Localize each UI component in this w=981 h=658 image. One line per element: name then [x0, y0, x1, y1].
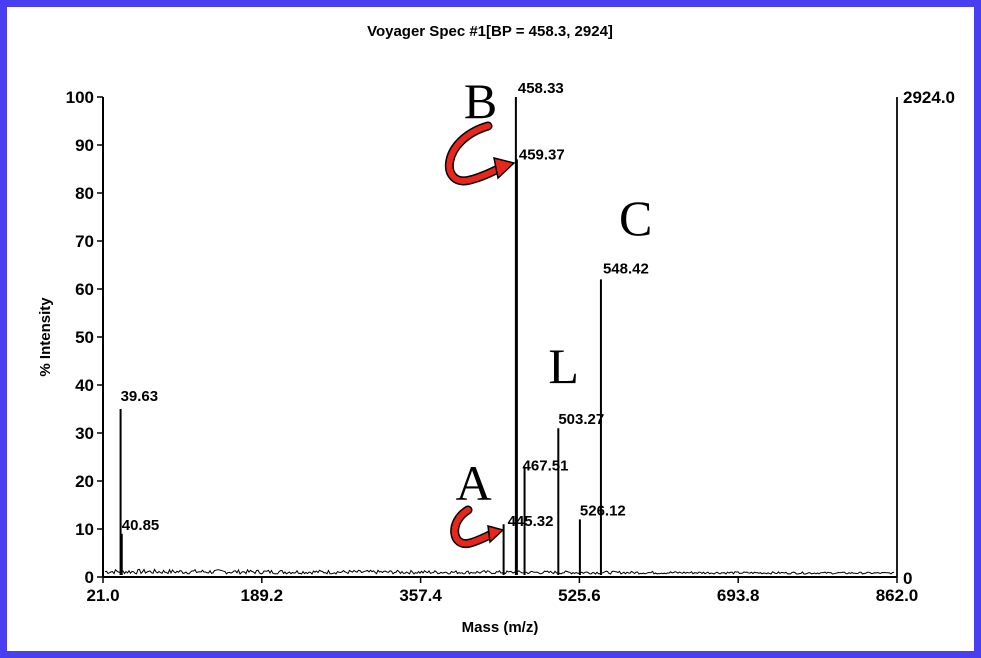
- peak-label: 39.63: [121, 388, 159, 405]
- y-tick-label: 20: [75, 472, 94, 491]
- chart-title: Voyager Spec #1[BP = 458.3, 2924]: [367, 23, 613, 40]
- peak-label: 503.27: [558, 411, 604, 428]
- y-tick-label: 60: [75, 280, 94, 299]
- y-axis-label: % Intensity: [37, 297, 54, 377]
- annotations-layer: A B L C: [444, 73, 652, 549]
- arrow-body: [446, 123, 503, 184]
- axes-layer: 0 10 20 30 40 50 60 70 80 90 100 21.0 189.2 357.4 525.…: [66, 88, 919, 605]
- arrow-head: [487, 524, 505, 544]
- baseline-noise: [104, 568, 895, 575]
- x-tick-label: 21.0: [86, 586, 119, 605]
- peak-label: 40.85: [122, 517, 160, 534]
- y-tick-label: 40: [75, 376, 94, 395]
- right-axis-top-label: 2924.0: [903, 88, 955, 107]
- baseline-noise-layer: [104, 568, 895, 575]
- x-tick-label: 525.6: [558, 586, 601, 605]
- arrow-body: [451, 507, 495, 547]
- peak-label: 459.37: [519, 146, 565, 163]
- peak-label: 467.51: [523, 458, 569, 475]
- y-tick-label: 10: [75, 520, 94, 539]
- peak-label: 526.12: [580, 502, 626, 519]
- peaks-layer: [119, 97, 898, 577]
- annotation-letter: L: [548, 338, 579, 394]
- y-tick-label: 30: [75, 424, 94, 443]
- y-tick-label: 0: [85, 568, 94, 587]
- peak-labels-layer: 39.63 40.85 445.32 458.33 459.37 467.51 503.27…: [121, 80, 649, 534]
- peak-label: 458.33: [518, 80, 564, 97]
- annotation-letter: C: [619, 190, 652, 246]
- x-tick-label: 862.0: [876, 586, 919, 605]
- x-tick-label: 189.2: [241, 586, 284, 605]
- arrow-a-to-445: [450, 505, 505, 549]
- peak-label: 445.32: [508, 513, 554, 530]
- x-axis-label: Mass (m/z): [462, 619, 539, 636]
- y-tick-label: 80: [75, 184, 94, 203]
- right-axis-bottom-label: 0: [903, 569, 912, 588]
- arrow-head: [493, 156, 516, 180]
- annotation-letter: A: [456, 455, 492, 511]
- y-tick-label: 90: [75, 136, 94, 155]
- x-tick-label: 357.4: [399, 586, 442, 605]
- y-tick-label: 100: [66, 88, 94, 107]
- y-tick-label: 70: [75, 232, 94, 251]
- y-tick-label: 50: [75, 328, 94, 347]
- annotation-letter: B: [464, 73, 497, 129]
- x-tick-label: 693.8: [717, 586, 760, 605]
- peak-label: 548.42: [603, 260, 649, 277]
- arrow-b-to-459: [444, 121, 516, 186]
